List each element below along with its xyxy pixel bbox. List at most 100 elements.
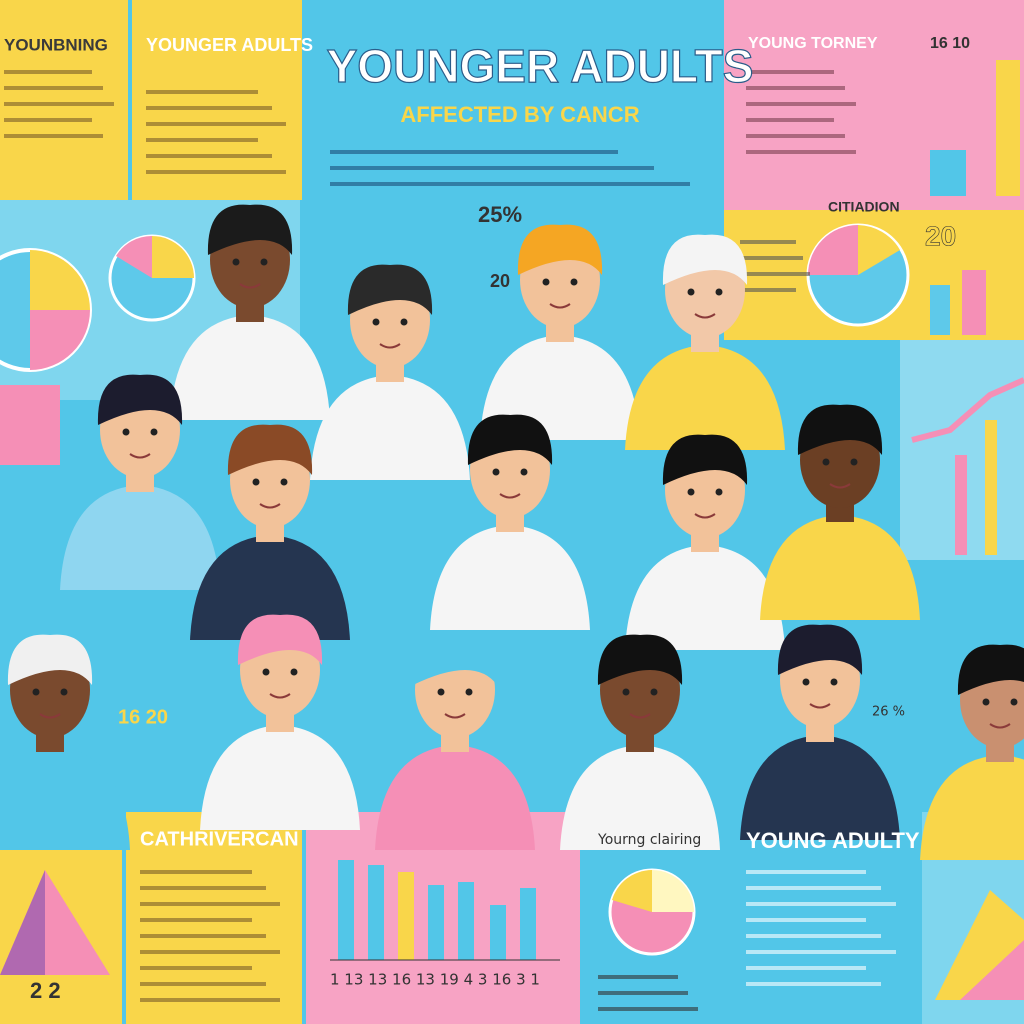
- person-eye: [1010, 698, 1018, 706]
- person: [560, 634, 720, 850]
- text-line: [140, 934, 266, 938]
- person: [200, 614, 360, 830]
- text-line: [4, 134, 103, 138]
- person-eye: [150, 428, 158, 436]
- person-body: [60, 485, 220, 590]
- person-mouth: [989, 723, 1011, 729]
- text-line: [746, 870, 866, 874]
- text-line: [746, 918, 866, 922]
- person: [480, 224, 640, 440]
- person-hair: [777, 624, 863, 675]
- person: [625, 234, 785, 450]
- person-eye: [465, 688, 473, 696]
- text-line: [330, 182, 690, 186]
- person-eye: [252, 478, 260, 486]
- person: [60, 374, 220, 590]
- text-line: [746, 950, 896, 954]
- person-hair: [412, 634, 498, 685]
- person-hair: [957, 644, 1024, 695]
- text-line: [746, 886, 881, 890]
- text-line: [140, 886, 266, 890]
- person: [375, 634, 535, 850]
- text-line: [746, 982, 881, 986]
- bar-decoration: [0, 60, 1024, 1000]
- text-line: [146, 90, 258, 94]
- person-eye: [850, 458, 858, 466]
- person-hair: [347, 264, 433, 315]
- text-line: [746, 118, 834, 122]
- person-eye: [60, 688, 68, 696]
- person-eye: [542, 278, 550, 286]
- person-mouth: [129, 453, 151, 459]
- person-eye: [280, 478, 288, 486]
- panel: [132, 0, 302, 200]
- stat: 16 20: [118, 706, 168, 728]
- person-body: [170, 315, 330, 420]
- shape: [338, 860, 354, 960]
- text-line: [598, 991, 688, 995]
- stat: 26 %: [872, 705, 905, 720]
- person-eye: [260, 258, 268, 266]
- text-line: [746, 902, 896, 906]
- stat: 20: [490, 271, 510, 291]
- person-eye: [520, 468, 528, 476]
- text-line: [140, 950, 280, 954]
- text-line: [140, 966, 252, 970]
- panel-number: 16 10: [930, 35, 970, 52]
- text-line: [4, 102, 114, 106]
- person: [920, 644, 1024, 860]
- shape: [985, 420, 997, 555]
- person: [625, 434, 785, 650]
- person-eye: [437, 688, 445, 696]
- subtitle: AFFECTED BY CANCR: [400, 102, 639, 127]
- person-body: [625, 545, 785, 650]
- shape: [0, 870, 45, 975]
- person-hair: [517, 224, 603, 275]
- person-mouth: [629, 713, 651, 719]
- person: [430, 414, 590, 630]
- person-body: [200, 725, 360, 830]
- person-eye: [232, 258, 240, 266]
- text-line: [330, 166, 654, 170]
- person-mouth: [694, 513, 716, 519]
- shape: [152, 236, 194, 278]
- person-body: [190, 535, 350, 640]
- person-body: [480, 335, 640, 440]
- person-eye: [650, 688, 658, 696]
- person-eye: [822, 458, 830, 466]
- person-hair: [207, 204, 293, 255]
- axis-label: 1 13 13 16 13 19 4 3 16 3 1: [330, 971, 540, 989]
- person: [740, 624, 900, 840]
- text-line: [146, 122, 286, 126]
- person-mouth: [39, 713, 61, 719]
- person: [0, 634, 130, 850]
- shape: [116, 235, 152, 278]
- panel-title: YOUNG ADULTY: [746, 828, 920, 853]
- text-line: [746, 86, 845, 90]
- shape: [652, 870, 694, 912]
- person-hair: [662, 234, 748, 285]
- text-line: [746, 150, 856, 154]
- text-line: [746, 134, 845, 138]
- person: [310, 264, 470, 480]
- text-line: [746, 102, 856, 106]
- shape: [858, 225, 900, 275]
- text-line: [140, 918, 252, 922]
- person-hair: [467, 414, 553, 465]
- text-line: [140, 870, 252, 874]
- person-eye: [830, 678, 838, 686]
- person-eye: [982, 698, 990, 706]
- person: [760, 404, 920, 620]
- text-line: [146, 138, 258, 142]
- shape: [962, 270, 986, 335]
- person-eye: [122, 428, 130, 436]
- shape: [612, 870, 652, 912]
- person-mouth: [809, 703, 831, 709]
- panel-title: YOUNG TORNEY: [748, 35, 878, 52]
- person-mouth: [379, 343, 401, 349]
- text-line: [4, 118, 92, 122]
- text-line: [746, 70, 834, 74]
- person-mouth: [499, 493, 521, 499]
- person-hair: [97, 374, 183, 425]
- person-hair: [7, 634, 93, 685]
